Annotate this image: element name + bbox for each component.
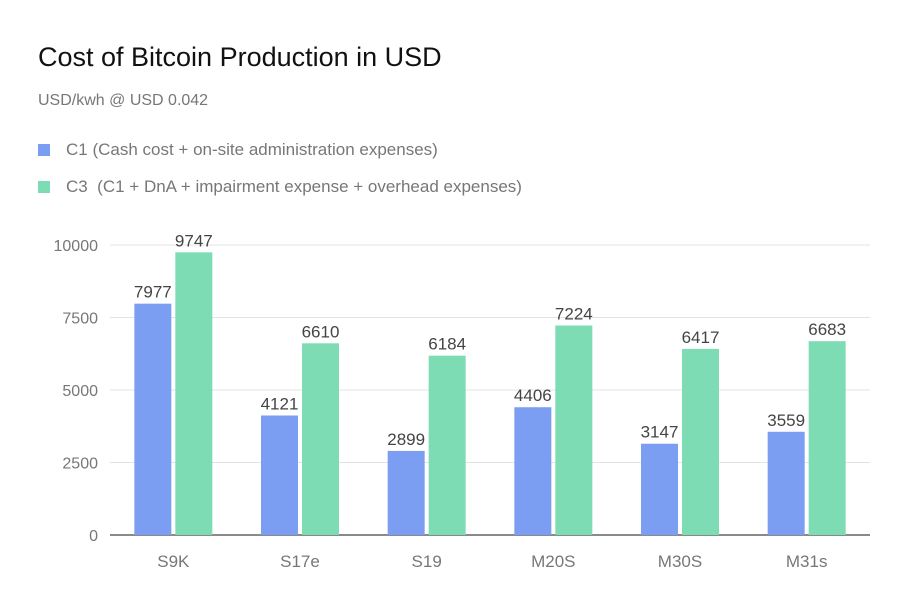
legend-item-c1: C1 (Cash cost + on-site administration e… (38, 140, 522, 160)
data-label: 2899 (387, 430, 425, 449)
data-label: 3559 (767, 411, 805, 430)
legend-label-c1: C1 (Cash cost + on-site administration e… (66, 140, 438, 159)
data-label: 4406 (514, 386, 552, 405)
data-label: 3147 (641, 423, 679, 442)
x-tick-label: S19 (412, 552, 442, 571)
bar-c3 (428, 355, 466, 535)
data-label: 4121 (261, 394, 299, 413)
legend-swatch-c1 (38, 144, 50, 156)
legend-item-c3: C3 (C1 + DnA + impairment expense + over… (38, 177, 522, 197)
bar-c1 (387, 450, 425, 535)
data-label: 6184 (428, 335, 466, 354)
chart-subtitle: USD/kwh @ USD 0.042 (38, 92, 209, 109)
y-tick-label: 7500 (62, 311, 98, 328)
x-tick-label: S17e (280, 552, 320, 571)
bar-c3 (302, 343, 339, 535)
bar-c1 (261, 415, 298, 535)
bar-c1 (134, 303, 172, 535)
bar-c3 (555, 325, 593, 535)
x-tick-label: M20S (531, 552, 575, 571)
bar-c3 (808, 341, 846, 535)
y-tick-label: 10000 (54, 238, 99, 255)
y-tick-label: 0 (89, 528, 98, 545)
x-tick-label: S9K (157, 552, 190, 571)
bar-c3 (175, 252, 213, 535)
data-label: 6683 (808, 320, 846, 339)
x-tick-label: M30S (658, 552, 702, 571)
bar-c1 (514, 407, 552, 535)
legend: C1 (Cash cost + on-site administration e… (38, 140, 522, 214)
y-tick-label: 5000 (62, 383, 98, 400)
data-label: 6417 (682, 328, 720, 347)
legend-swatch-c3 (38, 181, 50, 193)
legend-label-c3: C3 (C1 + DnA + impairment expense + over… (66, 177, 522, 196)
chart-title: Cost of Bitcoin Production in USD (38, 42, 442, 72)
data-label: 7224 (555, 305, 593, 324)
bar-c1 (767, 431, 805, 535)
bar-c1 (641, 443, 678, 535)
data-label: 6610 (302, 322, 340, 341)
y-tick-label: 2500 (62, 456, 98, 473)
x-tick-label: M31s (786, 552, 828, 571)
data-label: 9747 (175, 231, 213, 250)
bar-c3 (682, 348, 719, 535)
data-label: 7977 (134, 283, 172, 302)
